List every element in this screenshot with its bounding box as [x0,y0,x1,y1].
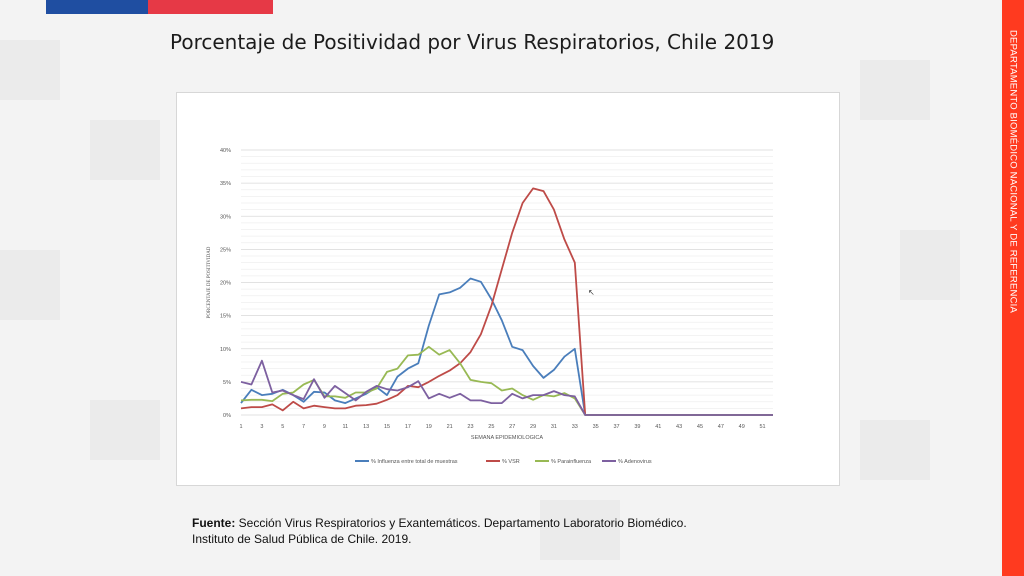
x-tick-label: 11 [342,424,348,430]
x-tick-label: 25 [488,424,494,430]
source-line-1: Sección Virus Respiratorios y Exantemáti… [235,516,687,530]
x-tick-label: 45 [697,424,703,430]
legend-label: % Parainfluenza [551,459,592,465]
x-tick-label: 43 [676,424,682,430]
x-tick-label: 51 [760,424,766,430]
x-tick-label: 15 [384,424,390,430]
x-tick-label: 29 [530,424,536,430]
x-tick-label: 37 [613,424,619,430]
y-tick-label: 5% [223,380,231,386]
series-line-3 [240,345,773,416]
y-tick-label: 35% [220,181,231,187]
x-tick-label: 3 [260,424,263,430]
series-line-1 [240,277,773,416]
x-tick-label: 31 [551,424,557,430]
y-axis-label: PORCENTAJE DE POSITIVIDAD [207,246,212,318]
line-chart: 0%5%10%15%20%25%30%35%40%1 3 5 7 9 11 13 15 17 19… [207,148,773,465]
y-tick-label: 0% [223,413,231,419]
source-line-2: Instituto de Salud Pública de Chile. 201… [192,532,412,546]
x-tick-label: 7 [302,424,305,430]
x-tick-label: 41 [655,424,661,430]
series-line-2 [240,187,773,416]
x-tick-label: 33 [572,424,578,430]
y-tick-label: 40% [220,148,231,154]
mouse-cursor-icon: ↖ [588,288,595,297]
flag-stripe-red [148,0,273,14]
x-tick-label: 21 [447,424,453,430]
slide-title: Porcentaje de Positividad por Virus Resp… [170,30,775,54]
flag-stripe-blue [46,0,148,14]
x-tick-label: 9 [323,424,326,430]
y-tick-label: 10% [220,347,231,353]
side-label-text: DEPARTAMENTO BIOMÉDICO NACIONAL Y DE REF… [1007,30,1019,314]
y-tick-label: 15% [220,314,231,320]
x-tick-label: 49 [739,424,745,430]
x-tick-label: 17 [405,424,411,430]
legend-label: % Influenza entre total de muestras [371,459,458,465]
x-tick-label: 27 [509,424,515,430]
x-axis-label: SEMANA EPIDEMIOLOGICA [471,435,543,441]
source-label: Fuente: [192,516,236,530]
x-tick-label: 5 [281,424,284,430]
y-tick-label: 25% [220,247,231,253]
x-tick-label: 47 [718,424,724,430]
y-tick-label: 20% [220,281,231,287]
x-tick-label: 35 [593,424,599,430]
chart-container: 0% 5% 10% 15% 20% 25% 30% 35% 40% 1 3 5 7 9 11 13 15 17 19… [176,92,840,486]
x-tick-label: 13 [363,424,369,430]
side-label: DEPARTAMENTO BIOMÉDICO NACIONAL Y DE REF… [1002,0,1024,576]
x-tick-label: 39 [634,424,640,430]
x-tick-label: 19 [426,424,432,430]
source-note: Fuente: Sección Virus Respiratorios y Ex… [192,515,687,547]
x-tick-label: 1 [239,424,242,430]
x-tick-label: 23 [467,424,473,430]
side-bar [1002,0,1024,576]
legend-label: % Adenovirus [618,459,652,465]
legend-label: % VSR [502,459,520,465]
y-tick-label: 30% [220,214,231,220]
series-line-4 [240,359,773,416]
